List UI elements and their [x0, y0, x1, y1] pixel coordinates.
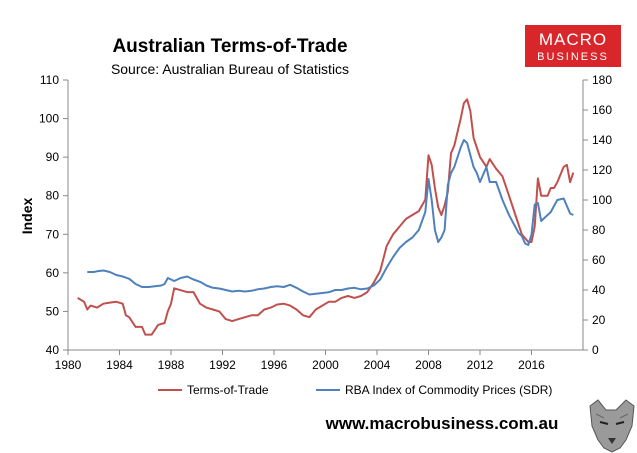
series-lines — [77, 98, 575, 336]
y-right-tick-label: 100 — [592, 193, 612, 207]
y-left-tick-label: 90 — [46, 150, 60, 164]
chart-subtitle: Source: Australian Bureau of Statistics — [111, 61, 349, 77]
y-left-tick-label: 60 — [46, 266, 60, 280]
x-tick-label: 2000 — [312, 358, 339, 372]
y-axis-label: Index — [19, 198, 35, 235]
chart-title: Australian Terms-of-Trade — [112, 36, 347, 57]
legend: Terms-of-Trade RBA Index of Commodity Pri… — [158, 383, 552, 397]
x-tick-label: 1980 — [55, 358, 82, 372]
legend-label: Terms-of-Trade — [187, 383, 269, 397]
y-right-tick-label: 140 — [592, 133, 612, 147]
axes — [63, 79, 588, 355]
y-left-tick-label: 110 — [40, 73, 59, 87]
logo-line1: MACRO — [539, 30, 607, 49]
logo-background — [525, 25, 621, 67]
logo: MACRO BUSINESS — [525, 25, 621, 67]
x-tick-label: 1996 — [261, 358, 288, 372]
x-tick-label: 1988 — [158, 358, 185, 372]
commodity-prices-line — [87, 139, 574, 296]
x-tick-label: 1992 — [209, 358, 236, 372]
x-tick-label: 2004 — [364, 358, 391, 372]
y-right-tick-label: 20 — [592, 313, 606, 327]
legend-label: RBA Index of Commodity Prices (SDR) — [345, 383, 552, 397]
y-right-tick-label: 40 — [592, 283, 606, 297]
y-left-tick-label: 80 — [46, 189, 60, 203]
logo-line2: BUSINESS — [537, 51, 609, 63]
y-left-tick-label: 70 — [46, 227, 60, 241]
terms-of-trade-line — [77, 98, 575, 336]
website-url: www.macrobusiness.com.au — [325, 414, 559, 433]
x-tick-label: 2016 — [518, 358, 545, 372]
wolf-icon — [589, 399, 635, 453]
y-right-tick-label: 180 — [592, 73, 612, 87]
tick-labels: 1980 1984 1988 1992 1996 2000 2004 2008 2012 2016… — [39, 73, 612, 372]
y-right-tick-label: 80 — [592, 223, 606, 237]
y-left-tick-label: 100 — [39, 112, 59, 126]
x-tick-label: 1984 — [106, 358, 133, 372]
y-right-tick-label: 60 — [592, 253, 606, 267]
y-right-tick-label: 0 — [592, 343, 599, 357]
y-left-tick-label: 40 — [46, 343, 60, 357]
x-tick-label: 2012 — [467, 358, 494, 372]
y-right-tick-label: 120 — [592, 163, 612, 177]
x-tick-label: 2008 — [415, 358, 442, 372]
y-left-tick-label: 50 — [46, 304, 60, 318]
y-right-tick-label: 160 — [592, 103, 612, 117]
